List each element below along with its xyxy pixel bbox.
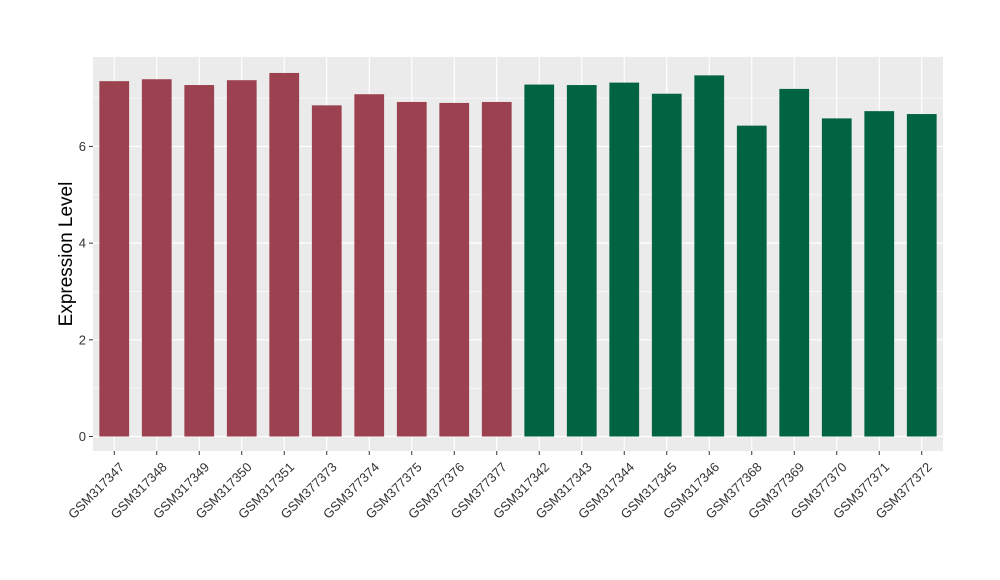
- plot-panel: [93, 57, 943, 451]
- bar: [184, 85, 215, 437]
- bar: [566, 85, 597, 437]
- y-tick-label: 0: [79, 429, 86, 444]
- bar: [396, 101, 427, 437]
- y-tick-label: 4: [79, 236, 86, 251]
- bar: [864, 111, 895, 437]
- y-axis-title: Expression Level: [56, 182, 77, 327]
- bar: [524, 84, 555, 437]
- bar: [141, 79, 172, 437]
- bar: [99, 81, 130, 437]
- y-tick-label: 6: [79, 139, 86, 154]
- bar: [311, 105, 342, 437]
- bar: [481, 101, 512, 437]
- bar: [694, 75, 725, 437]
- x-axis: GSM317347GSM317348GSM317349GSM317350GSM3…: [65, 451, 935, 522]
- bar: [609, 82, 640, 437]
- bar: [821, 118, 852, 437]
- bar: [779, 88, 810, 437]
- bar: [269, 72, 300, 437]
- bar: [651, 93, 682, 437]
- bar: [736, 125, 767, 437]
- bar: [439, 102, 470, 437]
- bar: [226, 80, 257, 437]
- bars: [99, 72, 937, 437]
- bar: [354, 94, 385, 437]
- bar: [906, 114, 937, 437]
- y-axis: 0 2 4 6: [79, 139, 93, 444]
- y-tick-label: 2: [79, 332, 86, 347]
